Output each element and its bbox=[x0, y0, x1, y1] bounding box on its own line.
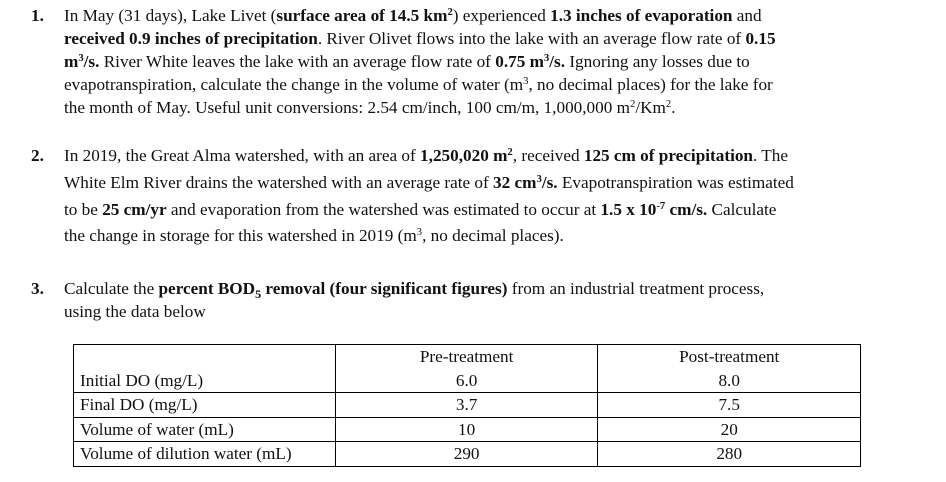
row-label: Volume of dilution water (mL) bbox=[73, 441, 336, 467]
post-treatment-value: 20 bbox=[597, 416, 861, 442]
post-treatment-value: 7.5 bbox=[597, 392, 861, 417]
header-cell-pre-treatment: Pre-treatment bbox=[335, 344, 599, 369]
text-line: In 2019, the Great Alma watershed, with … bbox=[64, 146, 789, 165]
pre-treatment-value: 6.0 bbox=[335, 368, 599, 393]
row-label: Volume of water (mL) bbox=[73, 416, 336, 442]
row-label: Final DO (mg/L) bbox=[73, 392, 336, 417]
table-header-row: Pre-treatment Post-treatment bbox=[73, 344, 861, 369]
post-treatment-value: 8.0 bbox=[597, 368, 861, 393]
question-number: 3. bbox=[31, 279, 44, 298]
table-row: Final DO (mg/L) 3.7 7.5 bbox=[73, 392, 861, 417]
question-number: 1. bbox=[31, 6, 44, 25]
pre-treatment-value: 290 bbox=[335, 441, 599, 467]
header-cell-empty bbox=[73, 344, 336, 369]
post-treatment-value: 280 bbox=[597, 441, 861, 467]
text-line: White Elm River drains the watershed wit… bbox=[64, 173, 794, 192]
bod-data-table: Pre-treatment Post-treatment Initial DO … bbox=[73, 344, 861, 467]
header-cell-post-treatment: Post-treatment bbox=[597, 344, 861, 369]
table-row: Volume of dilution water (mL) 290 280 bbox=[73, 441, 861, 467]
row-label: Initial DO (mg/L) bbox=[73, 368, 336, 393]
table-row: Initial DO (mg/L) 6.0 8.0 bbox=[73, 368, 861, 393]
text-line: In May (31 days), Lake Livet (surface ar… bbox=[64, 6, 762, 25]
pre-treatment-value: 10 bbox=[335, 416, 599, 442]
table-row: Volume of water (mL) 10 20 bbox=[73, 416, 861, 442]
text-line: Calculate the percent BOD5 removal (four… bbox=[64, 279, 765, 301]
text-line: evapotranspiration, calculate the change… bbox=[64, 75, 773, 94]
question-number: 2. bbox=[31, 146, 44, 165]
text-line: received 0.9 inches of precipitation. Ri… bbox=[64, 29, 776, 48]
text-line: the month of May. Useful unit conversion… bbox=[64, 98, 676, 117]
text-line: m3/s. River White leaves the lake with a… bbox=[64, 52, 750, 71]
text-line: to be 25 cm/yr and evaporation from the … bbox=[64, 200, 777, 219]
text-line: the change in storage for this watershed… bbox=[64, 226, 564, 245]
pre-treatment-value: 3.7 bbox=[335, 392, 599, 417]
text-line: using the data below bbox=[64, 302, 206, 321]
